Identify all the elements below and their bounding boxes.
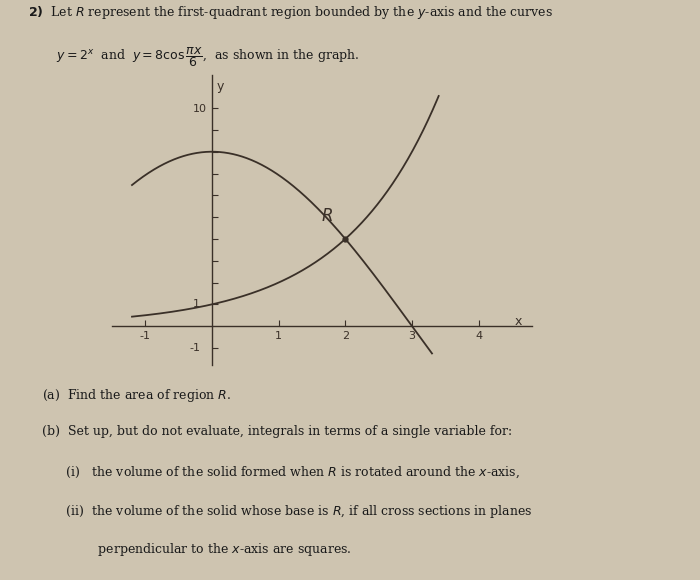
- Text: (b)  Set up, but do not evaluate, integrals in terms of a single variable for:: (b) Set up, but do not evaluate, integra…: [42, 426, 512, 438]
- Text: (a)  Find the area of region $R$.: (a) Find the area of region $R$.: [42, 387, 231, 404]
- Text: y: y: [216, 80, 224, 93]
- Text: R: R: [322, 208, 333, 226]
- Text: $y = 2^x$  and  $y = 8\cos\dfrac{\pi x}{6}$,  as shown in the graph.: $y = 2^x$ and $y = 8\cos\dfrac{\pi x}{6}…: [56, 45, 360, 68]
- Text: (ii)  the volume of the solid whose base is $R$, if all cross sections in planes: (ii) the volume of the solid whose base …: [42, 503, 533, 520]
- Text: (i)   the volume of the solid formed when $R$ is rotated around the $x$-axis,: (i) the volume of the solid formed when …: [42, 464, 520, 480]
- Text: -1: -1: [189, 343, 200, 353]
- Text: $\mathbf{2)}$  Let $R$ represent the first-quadrant region bounded by the $y$-ax: $\mathbf{2)}$ Let $R$ represent the firs…: [28, 4, 553, 21]
- Text: 1: 1: [193, 299, 200, 309]
- Text: perpendicular to the $x$-axis are squares.: perpendicular to the $x$-axis are square…: [42, 541, 351, 559]
- Text: x: x: [515, 316, 522, 328]
